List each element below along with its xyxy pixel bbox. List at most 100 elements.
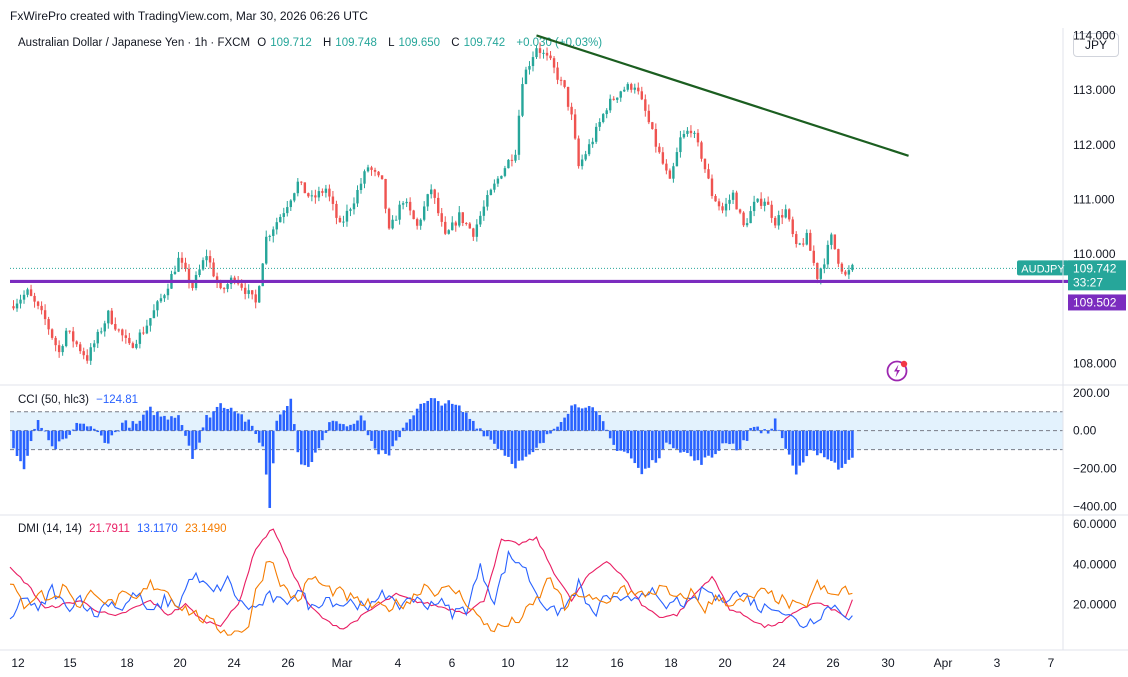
cci-bar	[524, 430, 528, 457]
candle-body	[145, 325, 149, 334]
cci-bar	[338, 423, 342, 431]
cci-bar	[198, 430, 201, 443]
candle-body	[570, 106, 573, 115]
dmi-plus-value: 23.1490	[184, 523, 227, 535]
candle-body	[559, 79, 563, 81]
cci-bar	[738, 430, 742, 450]
cci-bar	[594, 411, 598, 431]
candle-body	[240, 283, 243, 288]
cci-bar	[693, 430, 696, 461]
time-tick-label: Apr	[934, 656, 953, 670]
cci-bar	[598, 415, 601, 431]
cci-bar	[486, 430, 489, 437]
close-value: 109.742	[463, 37, 506, 49]
cci-bar	[335, 421, 338, 431]
cci-name[interactable]: CCI (50, hlc3)	[18, 394, 89, 406]
candle-body	[370, 167, 373, 170]
time-tick-label: 12	[11, 656, 25, 670]
cci-bar	[472, 420, 475, 431]
candle-body	[566, 86, 570, 107]
time-tick-label: 20	[718, 656, 732, 670]
candle-body	[300, 181, 303, 183]
cci-bar	[658, 430, 661, 459]
candle-body	[493, 183, 496, 190]
time-tick-label: 30	[881, 656, 895, 670]
candle-body	[486, 194, 489, 207]
cci-bar	[19, 430, 22, 462]
candle-body	[773, 217, 777, 226]
cci-bar	[528, 430, 531, 455]
dmi-name[interactable]: DMI (14, 14)	[18, 523, 82, 535]
candle-body	[352, 203, 356, 210]
candle-body	[324, 188, 328, 193]
cci-bar	[577, 407, 580, 431]
high-label: H	[322, 37, 332, 49]
candle-body	[531, 57, 535, 67]
dmi-tick-label: 60.0000	[1073, 517, 1117, 531]
cci-bar	[36, 420, 40, 431]
cci-bar	[12, 430, 15, 449]
symbol-label[interactable]: Australian Dollar / Japanese Yen · 1h · …	[18, 37, 251, 49]
candle-body	[293, 193, 296, 201]
cci-bar	[296, 430, 300, 453]
cci-bar	[356, 420, 359, 431]
candle-body	[605, 110, 608, 115]
cci-bar	[22, 430, 26, 470]
cci-bar	[170, 416, 173, 431]
cci-bar	[422, 403, 426, 431]
cci-bar	[201, 427, 205, 431]
cci-value: −124.81	[96, 394, 139, 406]
cci-bar	[457, 405, 461, 431]
cci-bar	[99, 430, 103, 436]
cci-bar	[661, 430, 665, 450]
cci-bar	[212, 411, 215, 431]
candle-body	[777, 215, 780, 226]
cci-bar	[208, 417, 212, 431]
cci-bar	[608, 430, 612, 439]
cci-bar	[573, 404, 577, 431]
candle-body	[12, 306, 15, 309]
candle-body	[510, 159, 514, 161]
candle-body	[647, 110, 651, 123]
candle-body	[475, 224, 479, 237]
cci-bar	[380, 430, 384, 451]
candle-body	[219, 282, 222, 289]
candle-body	[689, 130, 693, 134]
candle-body	[724, 203, 728, 211]
cci-bar	[293, 424, 296, 431]
flash-icon[interactable]	[885, 359, 911, 385]
cci-bar	[672, 430, 675, 449]
cci-bar	[114, 430, 117, 433]
candle-body	[714, 195, 717, 202]
candle-body	[584, 154, 587, 160]
candle-body	[654, 129, 658, 147]
candle-body	[279, 216, 282, 223]
candle-body	[609, 98, 612, 111]
candle-body	[640, 91, 643, 100]
cci-bar	[275, 420, 279, 431]
cci-bar	[507, 430, 510, 457]
cci-bar	[124, 420, 128, 431]
cci-bar	[443, 403, 447, 431]
cci-bar	[731, 430, 735, 444]
candle-body	[830, 234, 833, 245]
candle-body	[616, 97, 619, 100]
dmi-pane	[9, 528, 853, 636]
credit-line: FxWirePro created with TradingView.com, …	[10, 9, 368, 23]
candle-body	[672, 166, 675, 179]
dmi-adx-value: 21.7911	[89, 523, 130, 535]
candle-body	[524, 69, 528, 85]
cci-bar	[384, 430, 387, 454]
candle-body	[243, 287, 247, 294]
currency-button[interactable]: JPY	[1073, 33, 1119, 57]
candle-body	[717, 201, 721, 207]
candle-body	[745, 223, 749, 226]
candle-body	[117, 329, 121, 331]
cci-bar	[763, 429, 766, 431]
symbol-tag-bg	[1017, 260, 1069, 276]
cci-bar	[222, 407, 226, 431]
cci-bar	[236, 413, 240, 431]
candle-body	[82, 351, 85, 356]
